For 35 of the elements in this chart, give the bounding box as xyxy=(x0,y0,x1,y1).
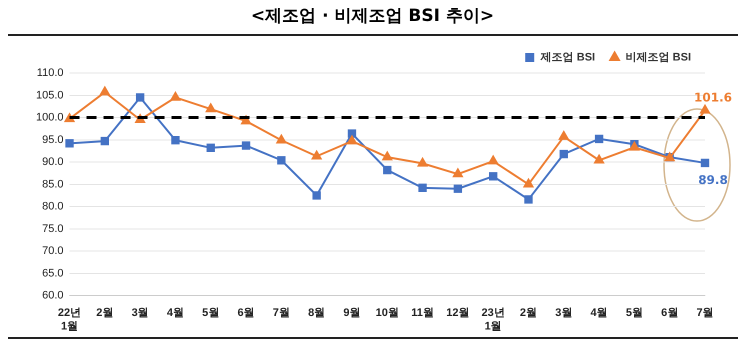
x-tick-label: 23년 1월 xyxy=(482,307,505,332)
x-tick-label: 4월 xyxy=(590,307,608,320)
data-label: 89.8 xyxy=(698,173,728,188)
x-tick-label: 3월 xyxy=(555,307,572,320)
chart-title: <제조업 · 비제조업 BSI 추이> xyxy=(250,5,496,27)
x-tick-label: 5월 xyxy=(626,307,643,320)
x-tick-label: 4월 xyxy=(166,307,184,320)
x-tick-label: 7월 xyxy=(696,307,714,320)
y-tick-label: 70.0 xyxy=(42,245,64,258)
x-tick-label: 6월 xyxy=(237,307,255,320)
y-tick-label: 110.0 xyxy=(36,67,64,80)
x-tick-label: 2월 xyxy=(520,307,538,320)
x-tick-label: 7월 xyxy=(272,307,290,320)
y-tick-label: 75.0 xyxy=(42,222,64,235)
x-tick-label: 10월 xyxy=(376,307,399,320)
x-tick-label: 5월 xyxy=(202,307,220,320)
x-tick-label: 6월 xyxy=(661,307,678,320)
y-tick-label: 65.0 xyxy=(42,267,64,280)
x-tick-label: 3월 xyxy=(132,307,149,320)
x-tick-label: 11월 xyxy=(411,307,434,320)
x-tick-label: 22년 1월 xyxy=(58,307,82,332)
data-label: 101.6 xyxy=(694,90,732,105)
legend-label: 비제조업 BSI xyxy=(626,52,692,64)
y-tick-label: 60.0 xyxy=(42,290,64,302)
y-tick-label: 90.0 xyxy=(42,156,64,168)
x-tick-label: 9월 xyxy=(343,307,361,320)
y-tick-label: 105.0 xyxy=(36,89,64,102)
x-tick-label: 12월 xyxy=(446,307,470,320)
legend-label: 제조업 BSI xyxy=(540,52,596,64)
x-tick-label: 2월 xyxy=(96,307,114,320)
y-tick-label: 85.0 xyxy=(42,178,64,190)
y-tick-label: 100.0 xyxy=(36,112,64,124)
x-tick-label: 8월 xyxy=(308,307,326,320)
y-tick-label: 80.0 xyxy=(42,200,64,213)
y-tick-label: 95.0 xyxy=(42,134,64,146)
